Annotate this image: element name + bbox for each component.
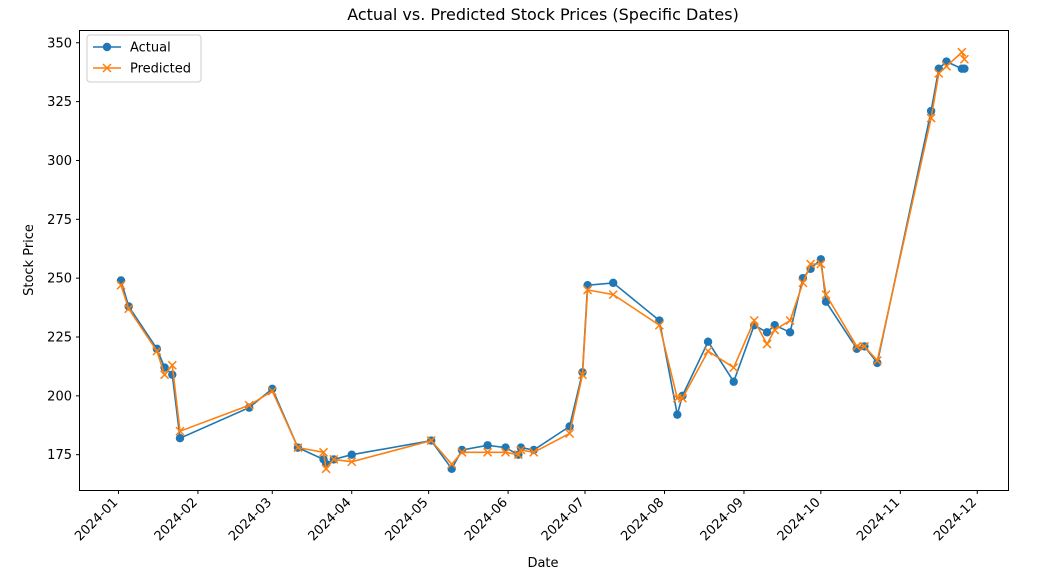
data-point-predicted (821, 290, 831, 300)
data-point-predicted (859, 341, 869, 351)
data-point-actual (816, 255, 826, 264)
data-point-actual (703, 337, 713, 346)
data-point-predicted (516, 445, 526, 455)
x-tick-label: 2024-06 (462, 495, 511, 544)
data-point-actual (501, 443, 510, 452)
legend-marker-actual (102, 42, 112, 52)
x-tick-label: 2024-01 (72, 495, 121, 544)
data-point-predicted (293, 443, 303, 453)
data-point-actual (729, 377, 738, 386)
x-axis-label: Date (527, 556, 558, 571)
data-point-actual (175, 434, 185, 443)
data-point-predicted (244, 400, 254, 410)
series-line-predicted (120, 50, 966, 471)
x-tick-label: 2024-07 (539, 495, 588, 544)
data-point-actual (483, 441, 492, 450)
data-point-actual (873, 358, 882, 368)
data-point-predicted (124, 304, 134, 314)
y-tick-label: 300 (47, 154, 72, 169)
data-point-actual (762, 328, 772, 337)
data-point-actual (268, 384, 277, 393)
data-point-predicted (785, 315, 795, 326)
data-point-actual (583, 281, 592, 290)
data-point-predicted (934, 68, 944, 78)
data-point-predicted (167, 360, 177, 370)
data-point-predicted (816, 259, 826, 269)
legend: Actual Predicted (86, 34, 202, 83)
data-point-predicted (160, 370, 170, 380)
plot-frame (79, 30, 1009, 491)
data-point-actual (609, 278, 618, 288)
data-point-predicted (959, 54, 969, 64)
y-tick-label: 200 (47, 389, 72, 404)
data-point-predicted (483, 447, 493, 457)
x-tick-label: 2024-03 (226, 495, 275, 544)
y-axis-label: Stock Price (22, 224, 37, 296)
data-point-predicted (957, 47, 967, 57)
x-tick-label: 2024-04 (306, 495, 355, 544)
data-point-predicted (798, 278, 808, 288)
data-point-predicted (872, 356, 882, 366)
data-point-predicted (426, 436, 436, 446)
data-point-predicted (608, 290, 618, 300)
x-tick-label: 2024-02 (152, 495, 201, 544)
data-point-predicted (770, 325, 780, 335)
y-tick-label: 275 (47, 213, 72, 228)
y-tick-label: 225 (47, 331, 72, 346)
x-axis: 2024-01 2024-02 2024-03 2024-04 2024-05 2024-… (72, 490, 980, 544)
y-tick-label: 250 (47, 272, 72, 287)
y-tick-label: 175 (47, 448, 72, 463)
y-tick-label: 350 (47, 36, 72, 51)
x-tick-label: 2024-10 (775, 495, 824, 544)
x-tick-label: 2024-05 (382, 495, 431, 544)
data-point-predicted (529, 447, 539, 457)
x-tick-label: 2024-12 (931, 495, 980, 544)
data-point-actual (347, 450, 356, 459)
x-tick-label: 2024-11 (854, 495, 903, 544)
legend-label-actual: Actual (130, 41, 171, 56)
data-point-predicted (703, 346, 713, 356)
data-point-predicted (321, 464, 331, 474)
data-point-predicted (175, 426, 185, 436)
data-point-predicted (577, 370, 587, 380)
data-point-actual (447, 464, 456, 474)
data-point-predicted (749, 315, 759, 326)
x-tick-label: 2024-08 (618, 495, 667, 544)
data-point-actual (960, 64, 969, 73)
data-point-predicted (583, 285, 593, 295)
chart-title: Actual vs. Predicted Stock Prices (Speci… (347, 5, 739, 24)
data-point-actual (116, 276, 126, 285)
data-point-predicted (152, 346, 162, 356)
data-point-predicted (762, 339, 772, 349)
data-point-predicted (729, 363, 739, 373)
data-point-predicted (116, 280, 126, 290)
legend-label-predicted: Predicted (130, 62, 191, 77)
data-point-predicted (457, 447, 467, 457)
legend-marker-predicted (102, 63, 112, 73)
y-axis: 175 200 225 250 275 300 325 350 (47, 36, 80, 463)
plot-area (116, 47, 969, 474)
data-point-predicted (806, 259, 816, 269)
data-point-predicted (319, 447, 329, 457)
data-point-predicted (852, 341, 862, 351)
y-tick-label: 325 (47, 95, 72, 110)
data-point-predicted (654, 320, 664, 330)
data-point-predicted (347, 457, 357, 467)
data-point-predicted (677, 393, 687, 403)
data-point-predicted (447, 459, 457, 469)
data-point-predicted (267, 386, 277, 396)
data-point-predicted (329, 454, 339, 464)
data-point-actual (673, 410, 682, 419)
data-point-predicted (513, 450, 523, 460)
data-point-predicted (926, 113, 936, 123)
x-tick-label: 2024-09 (698, 495, 747, 544)
data-point-actual (785, 328, 795, 337)
data-point-predicted (565, 428, 575, 439)
data-point-predicted (501, 447, 511, 457)
data-point-predicted (941, 61, 952, 71)
